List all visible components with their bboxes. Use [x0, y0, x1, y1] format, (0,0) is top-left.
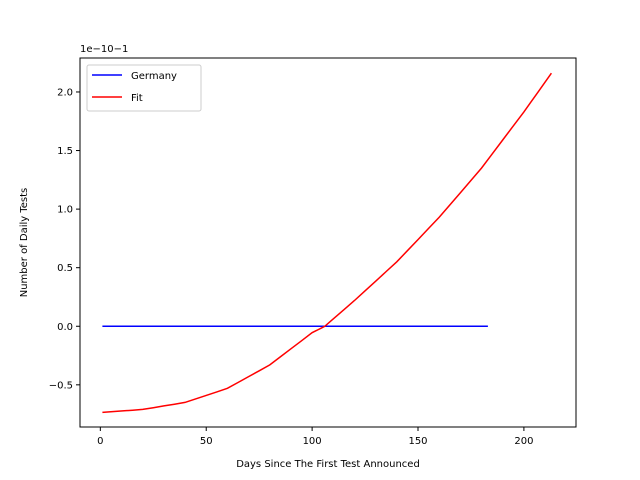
y-tick-label: 0.0 — [57, 322, 73, 333]
y-tick-label: 1.0 — [57, 205, 73, 216]
y-tick-label: 2.0 — [57, 87, 73, 98]
legend-label-fit: Fit — [131, 93, 143, 104]
legend-label-germany: Germany — [131, 71, 177, 82]
x-tick-label: 200 — [514, 436, 533, 447]
y-tick-label: 1.5 — [57, 146, 73, 157]
x-tick-label: 0 — [97, 436, 103, 447]
y-offset-text: 1e−10−1 — [80, 44, 128, 55]
plot-frame — [79, 57, 577, 428]
series-line-fit — [102, 72, 553, 414]
plot-lines — [102, 72, 553, 414]
x-tick-label: 150 — [408, 436, 427, 447]
x-axis: 0 50 100 150 200 — [97, 427, 533, 447]
x-tick-label: 50 — [200, 436, 213, 447]
y-tick-label: 0.5 — [57, 263, 73, 274]
legend: Germany Fit — [86, 64, 202, 112]
x-axis-label: Days Since The First Test Announced — [236, 459, 420, 470]
y-axis-label: Number of Daily Tests — [19, 188, 30, 298]
y-tick-label: −0.5 — [49, 380, 73, 391]
y-axis: −0.5 0.0 0.5 1.0 1.5 2.0 — [49, 87, 80, 391]
legend-box — [86, 64, 202, 112]
x-tick-label: 100 — [303, 436, 322, 447]
